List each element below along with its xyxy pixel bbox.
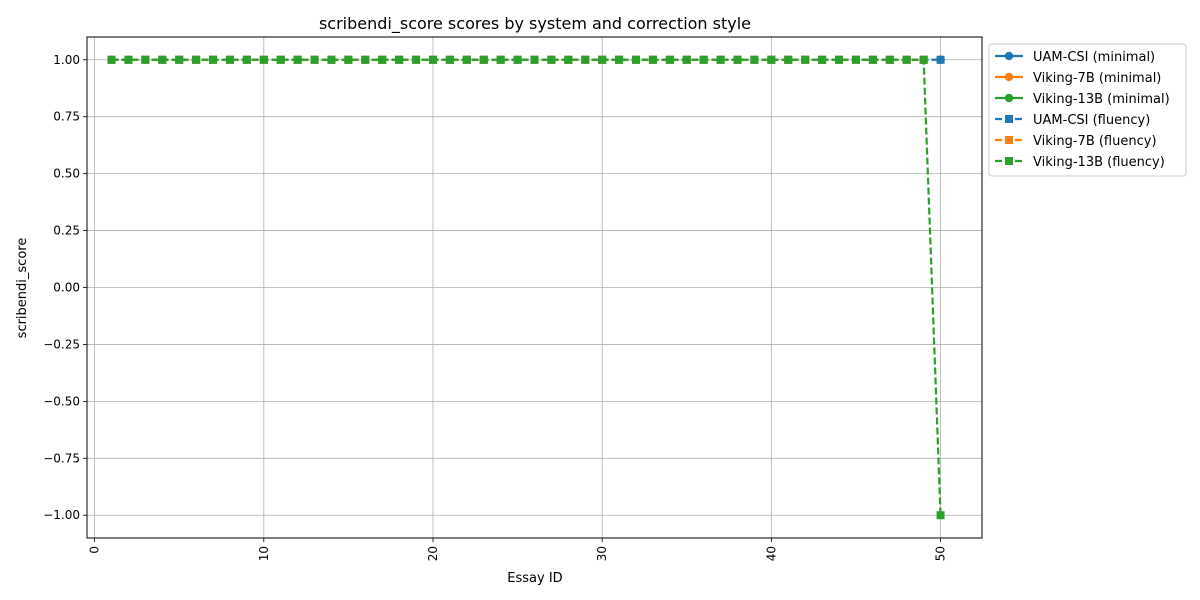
data-point <box>513 55 522 64</box>
y-tick-label: −1.00 <box>43 508 80 522</box>
legend-marker <box>1004 72 1014 82</box>
data-point <box>598 55 607 64</box>
data-point <box>293 55 302 64</box>
grid <box>87 37 982 538</box>
data-point <box>648 55 657 64</box>
legend-marker <box>1004 51 1014 61</box>
legend-marker <box>1004 93 1014 103</box>
x-axis-label: Essay ID <box>507 571 562 586</box>
data-point <box>665 55 674 64</box>
x-tick-label: 0 <box>88 546 102 554</box>
legend-item: Viking-7B (fluency) <box>995 134 1157 149</box>
x-tick-label: 30 <box>595 546 609 561</box>
data-point <box>632 55 641 64</box>
legend-label: Viking-13B (fluency) <box>1033 155 1165 170</box>
legend-item: UAM-CSI (minimal) <box>995 50 1155 65</box>
legend-label: Viking-13B (minimal) <box>1033 92 1170 107</box>
data-point <box>395 55 404 64</box>
data-point <box>327 55 336 64</box>
data-point <box>784 55 793 64</box>
series-5 <box>107 55 945 520</box>
y-tick-label: 1.00 <box>53 53 80 67</box>
data-point <box>445 55 454 64</box>
legend-item: Viking-13B (minimal) <box>995 92 1170 107</box>
data-point <box>479 55 488 64</box>
data-point <box>868 55 877 64</box>
y-tick-label: 0.75 <box>53 110 80 124</box>
data-point <box>192 55 201 64</box>
data-point <box>885 55 894 64</box>
data-point <box>851 55 860 64</box>
data-point <box>835 55 844 64</box>
data-point <box>141 55 150 64</box>
legend-marker <box>1005 115 1013 123</box>
data-point <box>158 55 167 64</box>
data-point <box>547 55 556 64</box>
data-point <box>259 55 268 64</box>
x-tick-label: 50 <box>934 546 948 561</box>
y-tick-label: −0.75 <box>43 451 80 465</box>
data-point <box>902 55 911 64</box>
data-point <box>378 55 387 64</box>
data-point <box>919 55 928 64</box>
legend: UAM-CSI (minimal) Viking-7B (minimal) Viki… <box>988 43 1187 177</box>
data-point <box>682 55 691 64</box>
legend-item: Viking-7B (minimal) <box>995 71 1161 86</box>
legend-label: UAM-CSI (fluency) <box>1033 113 1150 128</box>
data-point <box>310 55 319 64</box>
data-point <box>175 55 184 64</box>
data-point <box>767 55 776 64</box>
axis-ticks: 0 10 20 30 40 50 1.00 0.75 0.50 0.25 0.00 −0.25 −0.5… <box>43 53 947 562</box>
y-tick-label: −0.25 <box>43 337 80 351</box>
legend-label: Viking-7B (fluency) <box>1033 134 1157 149</box>
data-point <box>225 55 234 64</box>
chart-title: scribendi_score scores by system and cor… <box>319 14 751 34</box>
data-point <box>462 55 471 64</box>
legend-label: Viking-7B (minimal) <box>1033 71 1161 86</box>
data-point <box>750 55 759 64</box>
data-point <box>936 511 945 520</box>
x-tick-label: 20 <box>426 546 440 561</box>
legend-item: UAM-CSI (fluency) <box>995 113 1150 128</box>
legend-marker <box>1005 157 1013 165</box>
data-point <box>124 55 133 64</box>
data-point <box>344 55 353 64</box>
data-point <box>530 55 539 64</box>
data-point <box>581 55 590 64</box>
y-tick-label: 0.25 <box>53 224 80 238</box>
x-tick-label: 10 <box>257 546 271 561</box>
y-tick-label: 0.00 <box>53 281 80 295</box>
data-point <box>615 55 624 64</box>
y-tick-label: −0.50 <box>43 394 80 408</box>
data-point <box>107 55 116 64</box>
legend-box <box>988 43 1187 177</box>
legend-item: Viking-13B (fluency) <box>995 155 1165 170</box>
legend-marker <box>1005 136 1013 144</box>
data-point <box>818 55 827 64</box>
data-point <box>428 55 437 64</box>
data-point <box>496 55 505 64</box>
x-tick-label: 40 <box>764 546 778 561</box>
plot-series <box>107 55 945 520</box>
data-point <box>276 55 285 64</box>
legend-label: UAM-CSI (minimal) <box>1033 50 1155 65</box>
data-point <box>801 55 810 64</box>
data-point <box>361 55 370 64</box>
y-axis-label: scribendi_score <box>15 238 30 339</box>
data-point <box>936 55 945 64</box>
data-point <box>733 55 742 64</box>
data-point <box>699 55 708 64</box>
data-point <box>242 55 251 64</box>
data-point <box>564 55 573 64</box>
data-point <box>412 55 421 64</box>
data-point <box>209 55 218 64</box>
y-tick-label: 0.50 <box>53 167 80 181</box>
data-point <box>716 55 725 64</box>
